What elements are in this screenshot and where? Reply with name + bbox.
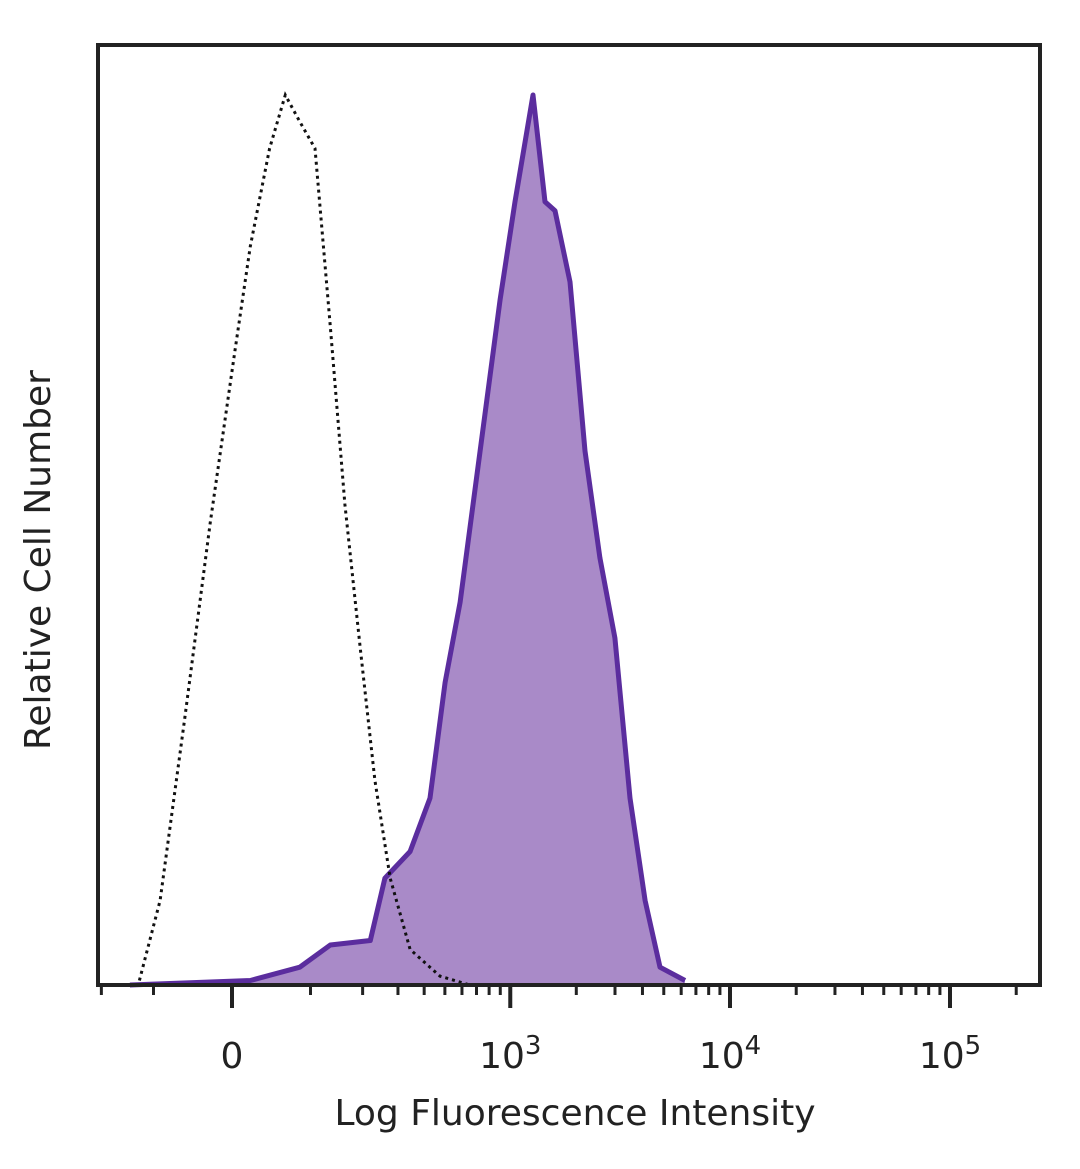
series-fill-0 <box>129 95 685 985</box>
x-tick-label: 0 <box>221 1036 244 1077</box>
x-tick-label: 103 <box>479 1031 541 1077</box>
tick-layer: 0 103 104 105 <box>99 985 1018 1077</box>
x-axis-label: Log Fluorescence Intensity <box>334 1093 815 1134</box>
series-layer <box>129 91 687 988</box>
plot-frame <box>96 43 1042 987</box>
x-tick-label: 105 <box>919 1031 981 1077</box>
x-tick-label: 104 <box>699 1031 761 1077</box>
y-axis-label: Relative Cell Number <box>18 370 59 750</box>
series-line-0 <box>129 92 687 988</box>
